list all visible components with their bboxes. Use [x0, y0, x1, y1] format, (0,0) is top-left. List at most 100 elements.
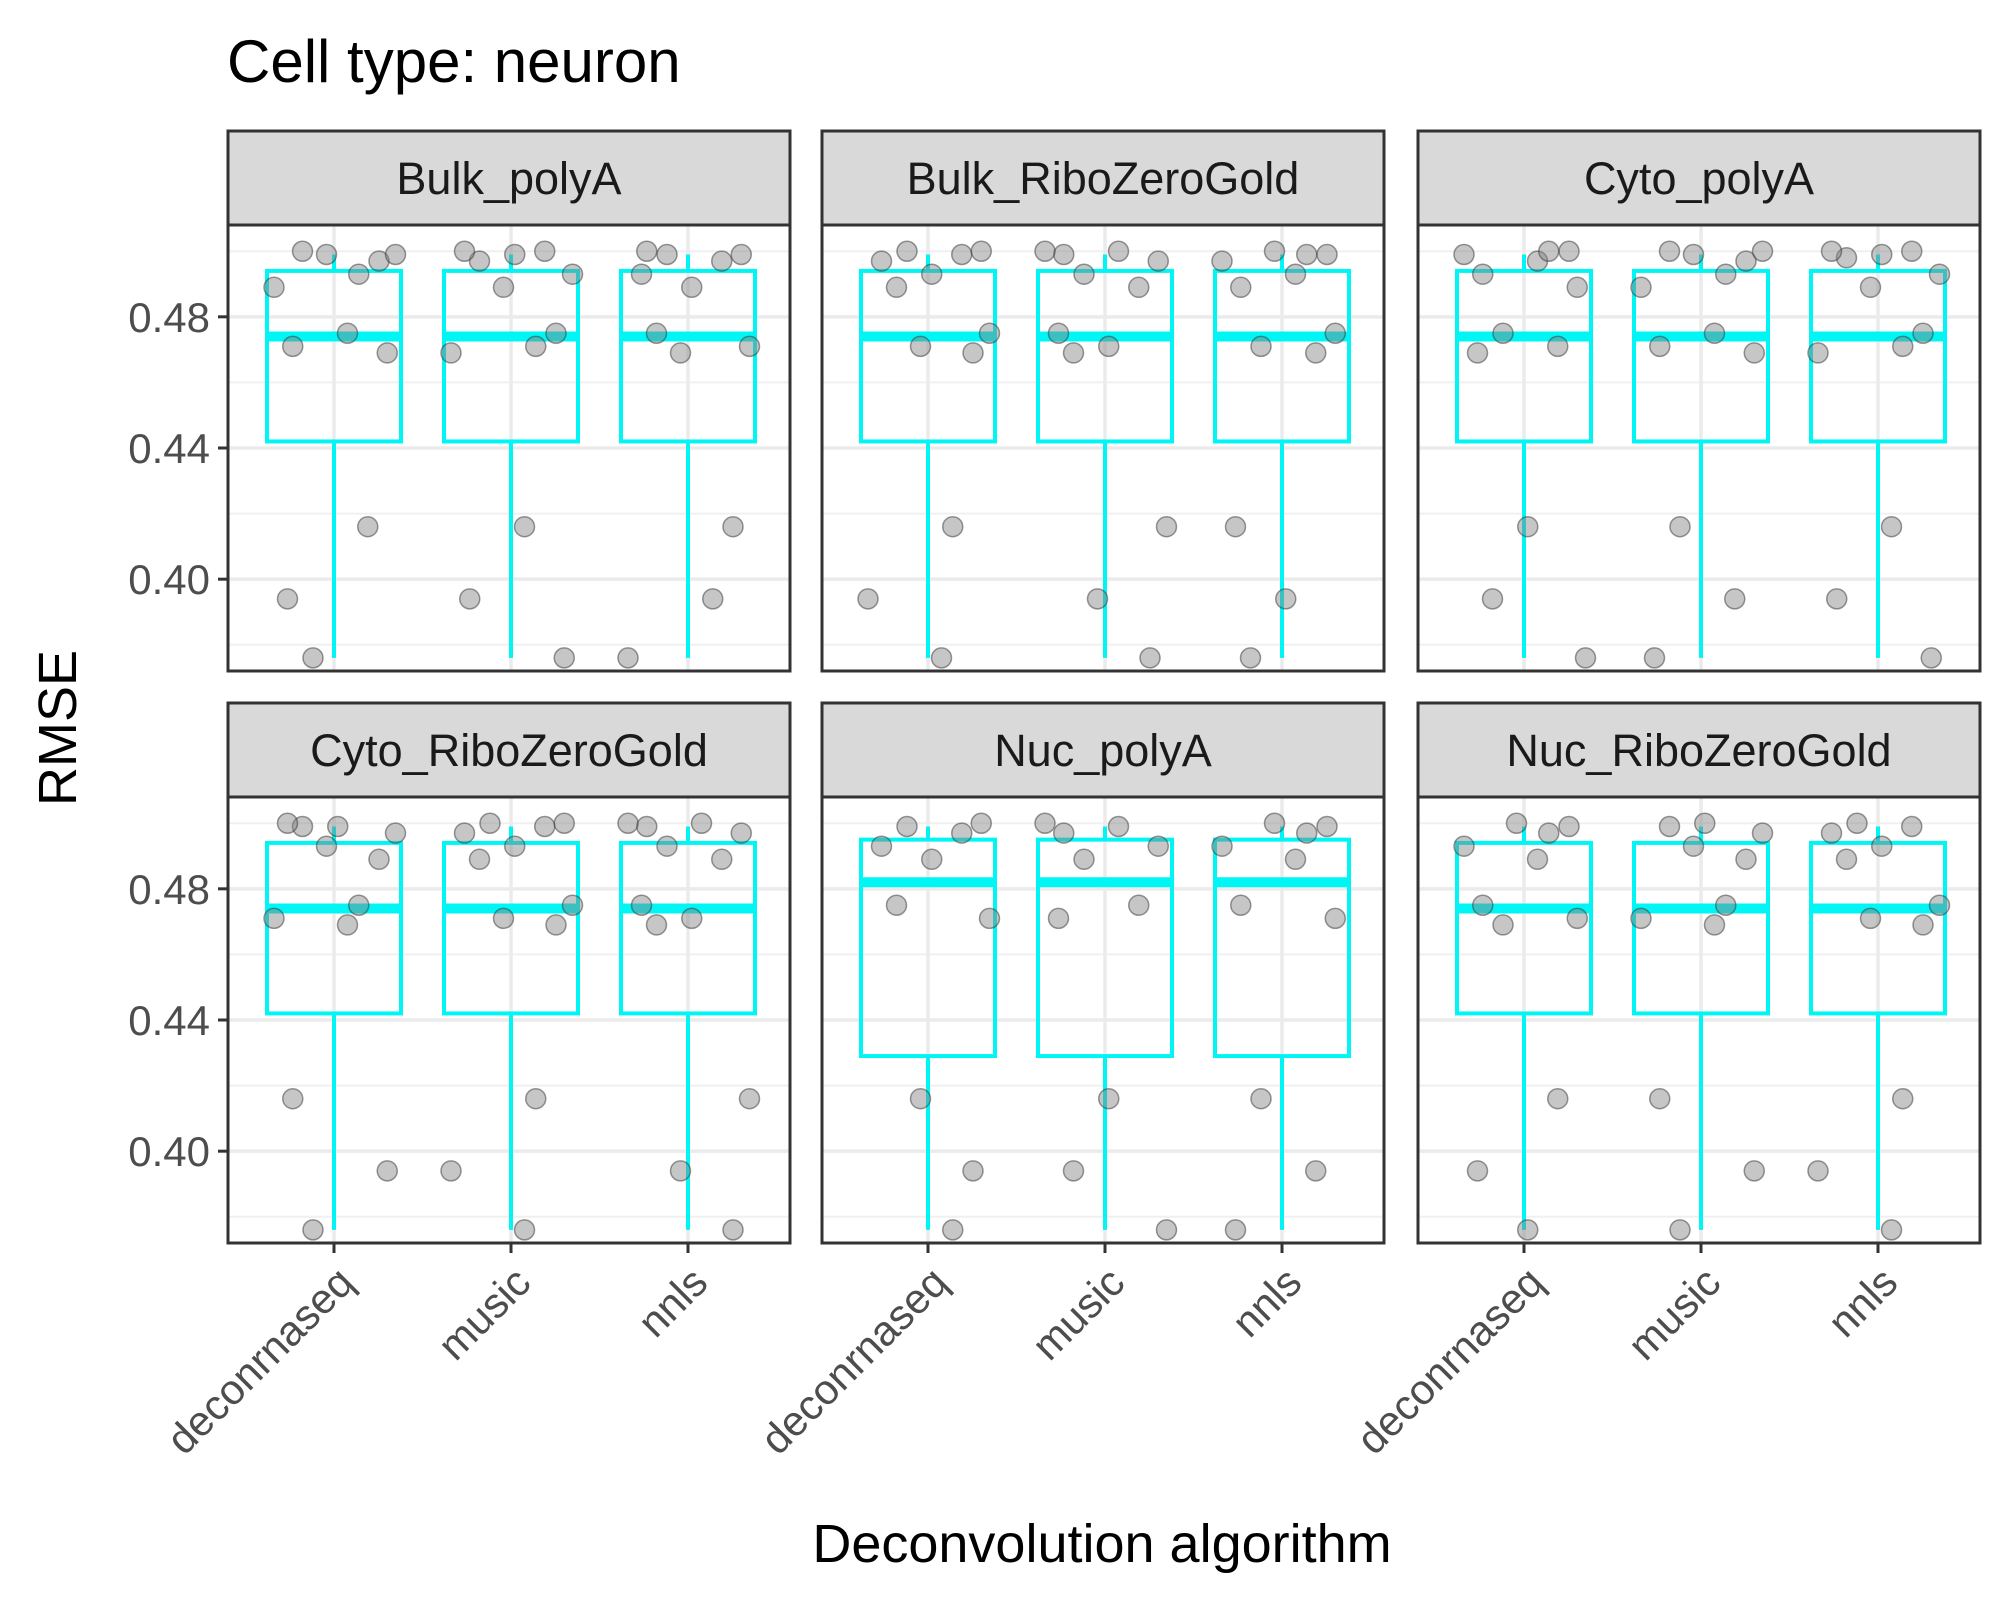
data-point: [1743, 1160, 1765, 1182]
data-point: [453, 822, 476, 844]
facet-strip-label: Bulk_polyA: [396, 153, 621, 204]
data-point: [1062, 1160, 1085, 1182]
data-point: [504, 835, 526, 857]
box-iqr: [619, 840, 757, 1016]
data-point: [525, 1087, 547, 1110]
panel-border: [1416, 223, 1982, 673]
data-point: [1928, 263, 1951, 285]
data-point: [1643, 647, 1666, 669]
box-iqr: [1213, 268, 1351, 444]
y-tick-label: 0.48: [128, 294, 210, 341]
y-tick-label: 0.40: [128, 1128, 210, 1175]
data-point: [1892, 1087, 1914, 1110]
data-point: [468, 848, 491, 871]
data-point: [1807, 1160, 1829, 1182]
data-point: [722, 1219, 744, 1241]
data-point: [1147, 835, 1169, 857]
box-iqr: [1632, 268, 1770, 444]
y-axis-title: RMSE: [28, 650, 88, 806]
data-point: [1826, 588, 1848, 610]
data-point: [738, 1087, 761, 1110]
facet-strip-label: Cyto_polyA: [1584, 153, 1814, 204]
data-point: [1558, 240, 1580, 262]
data-point: [1466, 1160, 1489, 1182]
data-point: [1751, 240, 1774, 262]
panel-border: [1416, 795, 1982, 1245]
box-iqr: [442, 840, 580, 1016]
x-tick-label: nnls: [629, 1258, 717, 1346]
y-tick-label: 0.48: [128, 866, 210, 913]
data-point: [1211, 835, 1233, 857]
data-point: [630, 894, 653, 916]
data-point: [384, 822, 407, 844]
data-point: [348, 263, 370, 285]
data-point: [1275, 588, 1297, 610]
data-point: [1735, 250, 1757, 272]
facet-panel: Cyto_polyA: [1416, 129, 1982, 673]
data-point: [1566, 276, 1588, 299]
data-point: [513, 1219, 536, 1241]
data-point: [1694, 812, 1716, 834]
data-point: [1155, 1219, 1178, 1241]
data-point: [711, 250, 733, 272]
data-point: [553, 812, 575, 834]
data-point: [1820, 240, 1843, 262]
data-point: [1316, 243, 1338, 266]
data-point: [617, 647, 639, 669]
data-point: [1128, 276, 1150, 299]
data-point: [561, 894, 584, 916]
data-point: [1128, 894, 1150, 916]
box-iqr: [859, 268, 997, 444]
data-point: [1481, 588, 1504, 610]
facet-panels: Bulk_polyA 0.40 0.44 0.48 Bulk_RiboZeroGold C…: [128, 129, 1982, 1463]
data-point: [1073, 263, 1095, 285]
data-point: [1053, 822, 1075, 844]
data-point: [1053, 243, 1075, 266]
data-point: [669, 1160, 692, 1182]
box-nnls: [619, 254, 757, 658]
facet-strip: [226, 701, 792, 799]
data-point: [951, 243, 973, 266]
data-point: [1139, 647, 1161, 669]
data-point: [722, 515, 744, 538]
data-point: [1284, 263, 1307, 285]
data-point: [1871, 835, 1893, 857]
x-tick-label: deconrnaseq: [157, 1258, 362, 1463]
box-deconrnaseq: [1455, 254, 1593, 658]
data-point: [1547, 1087, 1569, 1110]
x-tick-label: deconrnaseq: [1347, 1258, 1552, 1463]
data-point: [870, 250, 893, 272]
data-point: [951, 822, 973, 844]
data-point: [327, 815, 349, 838]
data-point: [1715, 263, 1737, 285]
box-iqr: [1809, 268, 1947, 444]
data-point: [636, 815, 658, 838]
panel-border: [820, 795, 1386, 1245]
box-music: [1632, 826, 1770, 1230]
data-point: [690, 812, 713, 834]
box-iqr: [1809, 840, 1947, 1016]
data-point: [534, 815, 556, 838]
data-point: [1669, 1219, 1691, 1241]
data-point: [978, 907, 1001, 930]
box-nnls: [1213, 254, 1351, 658]
data-point: [468, 250, 491, 272]
data-point: [336, 914, 359, 936]
data-point: [738, 335, 761, 358]
data-point: [630, 263, 653, 285]
data-point: [702, 588, 724, 610]
data-point: [1574, 647, 1597, 669]
data-point: [1034, 812, 1056, 834]
x-tick-label: music: [429, 1258, 540, 1369]
chart-title: Cell type: neuron: [227, 28, 681, 95]
data-point: [1239, 647, 1262, 669]
data-point: [1296, 243, 1318, 266]
data-point: [1324, 322, 1346, 344]
x-axis-title: Deconvolution algorithm: [812, 1514, 1391, 1574]
data-point: [885, 894, 908, 916]
data-point: [1835, 848, 1858, 871]
facet-strip-label: Nuc_polyA: [994, 725, 1212, 776]
data-point: [1846, 812, 1868, 834]
data-point: [1901, 240, 1923, 262]
data-point: [504, 243, 526, 266]
